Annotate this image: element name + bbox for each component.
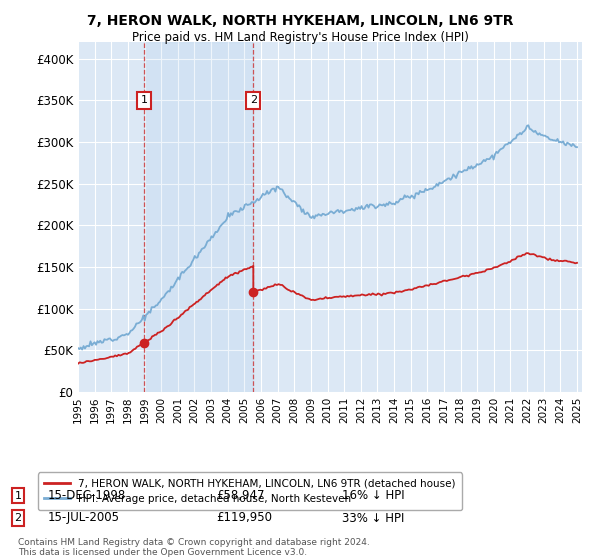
Text: 33% ↓ HPI: 33% ↓ HPI [342, 511, 404, 525]
Text: £119,950: £119,950 [216, 511, 272, 525]
Text: 7, HERON WALK, NORTH HYKEHAM, LINCOLN, LN6 9TR: 7, HERON WALK, NORTH HYKEHAM, LINCOLN, L… [87, 14, 513, 28]
Text: Price paid vs. HM Land Registry's House Price Index (HPI): Price paid vs. HM Land Registry's House … [131, 31, 469, 44]
Text: 1: 1 [14, 491, 22, 501]
Text: 15-DEC-1998: 15-DEC-1998 [48, 489, 126, 502]
Text: 2: 2 [250, 95, 257, 105]
Text: 1: 1 [140, 95, 148, 105]
Text: 15-JUL-2005: 15-JUL-2005 [48, 511, 120, 525]
Legend: 7, HERON WALK, NORTH HYKEHAM, LINCOLN, LN6 9TR (detached house), HPI: Average pr: 7, HERON WALK, NORTH HYKEHAM, LINCOLN, L… [38, 473, 462, 510]
Text: 16% ↓ HPI: 16% ↓ HPI [342, 489, 404, 502]
Text: Contains HM Land Registry data © Crown copyright and database right 2024.
This d: Contains HM Land Registry data © Crown c… [18, 538, 370, 557]
Text: 2: 2 [14, 513, 22, 523]
Text: £58,947: £58,947 [216, 489, 265, 502]
Bar [144, 42, 253, 392]
